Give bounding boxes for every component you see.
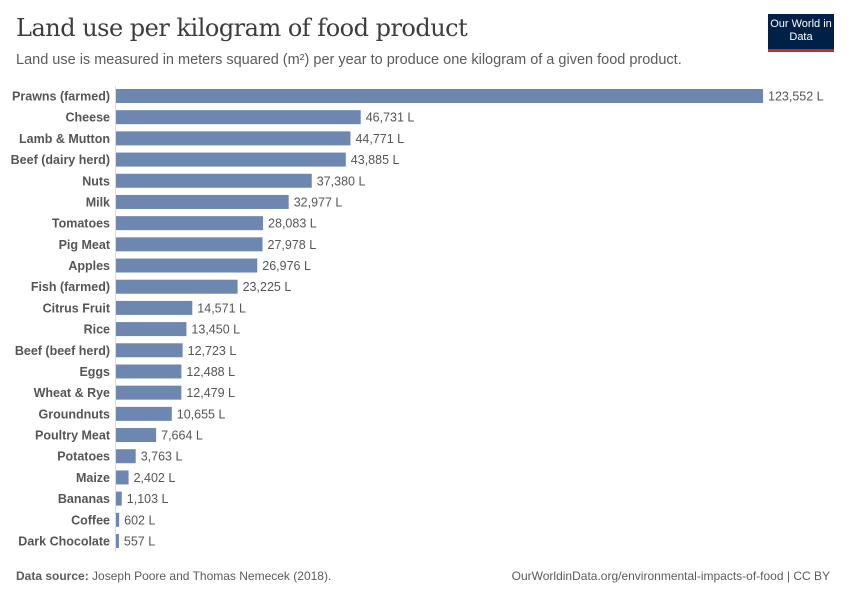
- value-label: 23,225 L: [243, 280, 292, 294]
- category-label: Tomatoes: [52, 217, 110, 231]
- value-label: 37,380 L: [317, 174, 366, 188]
- value-label: 43,885 L: [351, 153, 400, 167]
- chart-subtitle: Land use is measured in meters squared (…: [16, 52, 682, 68]
- value-label: 1,103 L: [127, 492, 169, 506]
- bar[interactable]: [116, 533, 119, 548]
- source-url[interactable]: OurWorldinData.org/environmental-impacts…: [511, 569, 830, 583]
- category-label: Citrus Fruit: [43, 301, 111, 315]
- chart-title: Land use per kilogram of food product: [16, 14, 468, 42]
- category-label: Apples: [68, 259, 110, 273]
- bar[interactable]: [116, 194, 289, 209]
- value-label: 123,552 L: [768, 90, 824, 104]
- category-label: Poultry Meat: [35, 429, 111, 443]
- source-label: Data source:: [16, 569, 89, 583]
- logo-text: Our World in Data: [770, 18, 832, 43]
- bar[interactable]: [116, 364, 182, 379]
- bar[interactable]: [116, 89, 763, 103]
- value-label: 27,978 L: [268, 238, 317, 252]
- category-label: Wheat & Rye: [34, 386, 110, 400]
- category-label: Milk: [86, 195, 110, 209]
- category-label: Beef (beef herd): [15, 344, 110, 358]
- value-label: 2,402 L: [134, 471, 176, 485]
- bar[interactable]: [116, 258, 258, 273]
- value-label: 46,731 L: [366, 111, 415, 125]
- data-source: Data source: Joseph Poore and Thomas Nem…: [16, 569, 331, 583]
- value-label: 14,571 L: [197, 301, 246, 315]
- category-label: Bananas: [58, 492, 110, 506]
- category-label: Potatoes: [57, 450, 110, 464]
- category-label: Rice: [84, 323, 110, 337]
- category-label: Cheese: [66, 111, 111, 125]
- value-label: 12,488 L: [186, 365, 235, 379]
- value-label: 44,771 L: [355, 132, 404, 146]
- bar[interactable]: [116, 449, 136, 464]
- value-label: 7,664 L: [161, 429, 203, 443]
- bar[interactable]: [116, 300, 193, 315]
- value-label: 3,763 L: [141, 450, 183, 464]
- category-label: Eggs: [79, 365, 110, 379]
- value-label: 13,450 L: [191, 323, 240, 337]
- category-label: Nuts: [82, 174, 110, 188]
- category-label: Beef (dairy herd): [11, 153, 110, 167]
- bar[interactable]: [116, 343, 183, 358]
- bar[interactable]: [116, 512, 120, 527]
- category-label: Groundnuts: [38, 407, 110, 421]
- bar[interactable]: [116, 385, 182, 400]
- bar-chart: Prawns (farmed) 123,552 L Cheese 46,731 L La…: [11, 86, 824, 552]
- bar[interactable]: [116, 491, 122, 506]
- value-label: 26,976 L: [262, 259, 311, 273]
- bar[interactable]: [116, 173, 312, 188]
- category-label: Maize: [76, 471, 110, 485]
- category-label: Lamb & Mutton: [19, 132, 110, 146]
- value-label: 557 L: [124, 534, 155, 548]
- bar[interactable]: [116, 237, 263, 252]
- value-label: 12,723 L: [188, 344, 237, 358]
- owid-logo[interactable]: Our World in Data: [768, 14, 834, 52]
- bar[interactable]: [116, 279, 238, 294]
- bar[interactable]: [116, 470, 129, 485]
- category-label: Pig Meat: [59, 238, 111, 252]
- bar[interactable]: [116, 428, 157, 443]
- value-label: 28,083 L: [268, 217, 317, 231]
- value-label: 602 L: [124, 513, 155, 527]
- source-text: Joseph Poore and Thomas Nemecek (2018).: [92, 569, 332, 583]
- category-label: Coffee: [71, 513, 110, 527]
- value-label: 32,977 L: [294, 195, 343, 209]
- bar[interactable]: [116, 131, 351, 146]
- bar[interactable]: [116, 110, 361, 125]
- bar[interactable]: [116, 216, 264, 231]
- category-label: Prawns (farmed): [12, 90, 110, 104]
- category-label: Dark Chocolate: [18, 534, 110, 548]
- bar[interactable]: [116, 406, 172, 421]
- bar[interactable]: [116, 152, 346, 167]
- bar[interactable]: [116, 322, 187, 337]
- category-label: Fish (farmed): [31, 280, 110, 294]
- value-label: 12,479 L: [186, 386, 235, 400]
- value-label: 10,655 L: [177, 407, 226, 421]
